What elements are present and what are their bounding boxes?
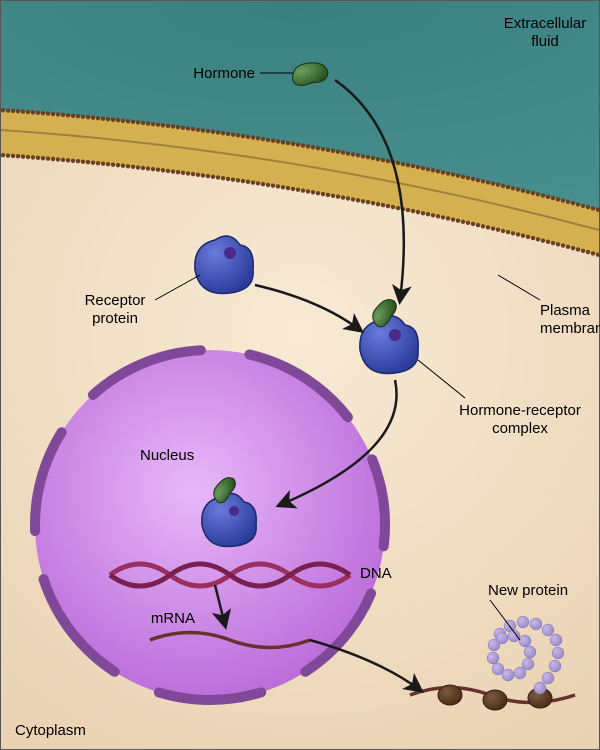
hormone-label: Hormone	[193, 65, 255, 82]
dna-label: DNA	[360, 565, 392, 582]
mrna-label: mRNA	[151, 610, 195, 627]
cytoplasm-label: Cytoplasm	[15, 722, 86, 739]
new-protein-label: New protein	[488, 582, 568, 599]
cell-signaling-diagram: Extracellularfluid Hormone Plasmamembran…	[0, 0, 600, 750]
nucleus-label: Nucleus	[140, 447, 194, 464]
receptor-protein-label: Receptorprotein	[85, 292, 146, 327]
